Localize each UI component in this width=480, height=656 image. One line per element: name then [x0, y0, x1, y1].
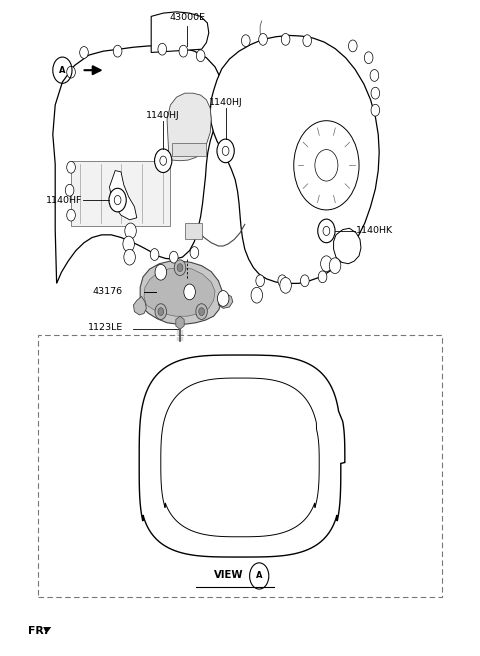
Text: 1140HK: 1140HK: [356, 226, 393, 236]
Circle shape: [174, 260, 186, 276]
Circle shape: [67, 209, 75, 221]
Circle shape: [179, 45, 188, 57]
Circle shape: [280, 277, 291, 293]
Circle shape: [364, 52, 373, 64]
Circle shape: [155, 264, 167, 280]
Text: 1140HJ: 1140HJ: [146, 111, 180, 120]
Polygon shape: [151, 12, 209, 52]
Text: 1140HF: 1140HF: [46, 195, 82, 205]
Circle shape: [241, 35, 250, 47]
Bar: [38, 335, 442, 597]
Bar: [71, 161, 170, 226]
Circle shape: [222, 146, 229, 155]
Circle shape: [123, 236, 134, 252]
Circle shape: [67, 66, 75, 78]
Circle shape: [114, 195, 121, 205]
Circle shape: [371, 87, 380, 99]
Circle shape: [371, 104, 380, 116]
Polygon shape: [161, 378, 319, 537]
Text: 43176: 43176: [93, 287, 123, 297]
Circle shape: [150, 249, 159, 260]
Polygon shape: [139, 355, 345, 557]
Circle shape: [109, 188, 126, 212]
Text: 1140HJ: 1140HJ: [209, 98, 242, 107]
Text: 1123LE: 1123LE: [88, 323, 123, 333]
Circle shape: [155, 149, 172, 173]
Text: 43000E: 43000E: [169, 13, 205, 22]
Circle shape: [158, 43, 167, 55]
Circle shape: [300, 275, 309, 287]
Circle shape: [190, 247, 199, 258]
Circle shape: [158, 308, 164, 316]
Circle shape: [217, 139, 234, 163]
Circle shape: [281, 33, 290, 45]
Circle shape: [65, 184, 74, 196]
Circle shape: [169, 251, 178, 263]
Polygon shape: [53, 46, 223, 283]
Circle shape: [113, 45, 122, 57]
Circle shape: [348, 40, 357, 52]
Circle shape: [256, 275, 264, 287]
Circle shape: [67, 161, 75, 173]
Polygon shape: [133, 297, 146, 315]
Circle shape: [125, 223, 136, 239]
Circle shape: [315, 150, 338, 181]
Text: FR.: FR.: [28, 626, 48, 636]
Polygon shape: [176, 316, 184, 329]
Polygon shape: [109, 171, 137, 220]
Polygon shape: [144, 268, 215, 316]
Circle shape: [303, 35, 312, 47]
Circle shape: [177, 264, 183, 272]
Polygon shape: [167, 93, 211, 161]
Polygon shape: [334, 228, 361, 264]
Circle shape: [321, 256, 332, 272]
Circle shape: [155, 304, 167, 319]
Circle shape: [160, 156, 167, 165]
Circle shape: [318, 271, 327, 283]
Text: VIEW: VIEW: [214, 570, 243, 580]
Circle shape: [251, 287, 263, 303]
Text: A: A: [59, 66, 66, 75]
Circle shape: [323, 226, 330, 236]
Circle shape: [318, 219, 335, 243]
Bar: [185, 223, 202, 239]
Circle shape: [196, 304, 207, 319]
Circle shape: [199, 308, 204, 316]
Circle shape: [184, 284, 195, 300]
Circle shape: [196, 50, 205, 62]
Circle shape: [217, 291, 229, 306]
Circle shape: [259, 33, 267, 45]
Circle shape: [278, 275, 287, 287]
Circle shape: [80, 47, 88, 58]
Text: A: A: [256, 571, 263, 581]
Circle shape: [329, 258, 341, 274]
Circle shape: [124, 249, 135, 265]
Bar: [172, 143, 206, 156]
Polygon shape: [140, 261, 222, 324]
Circle shape: [294, 121, 359, 210]
Polygon shape: [210, 35, 379, 283]
Circle shape: [370, 70, 379, 81]
Polygon shape: [218, 294, 233, 308]
